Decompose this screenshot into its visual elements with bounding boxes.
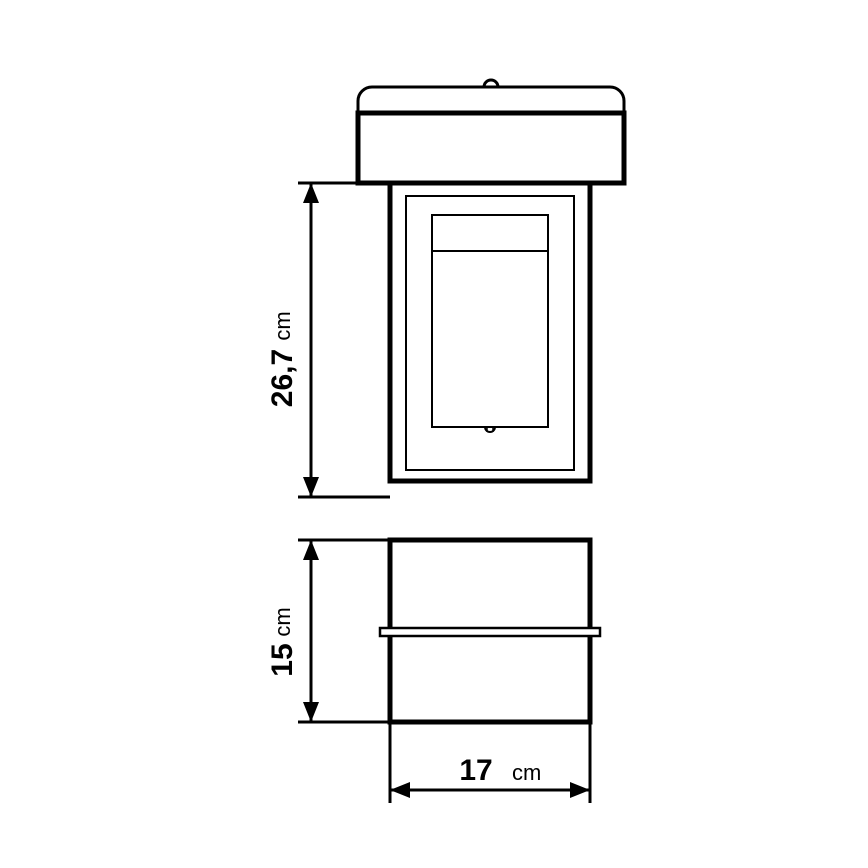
bottom-view [380,540,600,722]
top-view [358,80,624,481]
technical-drawing: 26,7 cm 15 cm 17 cm [0,0,868,868]
dimension-width: 17 cm [390,722,590,803]
dimension-height-top: 26,7 cm [266,183,390,497]
dim-height-bot-value: 15 [266,643,299,676]
bottom-mid-bar [380,628,600,636]
dim-width-unit: cm [512,760,541,785]
dim-width-value: 17 [459,754,492,787]
dim-height-top-value: 26,7 [266,349,299,407]
inner-block [432,215,548,427]
cap [358,113,624,183]
dim-height-top-unit: cm [270,311,295,340]
dimension-height-bottom: 15 cm [266,540,390,722]
dim-height-bot-unit: cm [270,607,295,636]
